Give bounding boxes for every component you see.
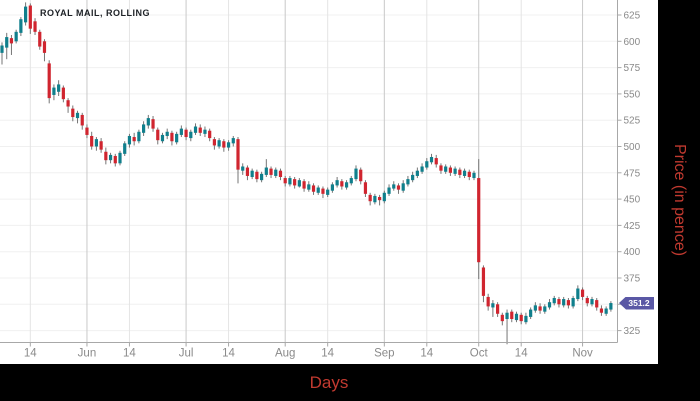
y-axis-title-strip: Price (in pence) — [658, 0, 700, 401]
svg-text:14: 14 — [321, 348, 334, 360]
svg-text:575: 575 — [624, 63, 641, 74]
chart-title: ROYAL MAIL, ROLLING — [40, 8, 151, 18]
gridlines — [0, 0, 618, 343]
x-axis-title: Days — [309, 372, 349, 392]
svg-text:550: 550 — [624, 89, 641, 100]
svg-text:600: 600 — [624, 37, 641, 48]
y-axis-title: Price (in pence) — [671, 144, 688, 257]
svg-text:14: 14 — [420, 348, 433, 360]
svg-text:14: 14 — [123, 348, 136, 360]
svg-text:375: 375 — [624, 274, 641, 285]
svg-text:450: 450 — [624, 195, 641, 206]
last-price-value: 351.2 — [628, 297, 650, 308]
svg-text:14: 14 — [222, 348, 235, 360]
candles — [0, 2, 613, 345]
svg-text:500: 500 — [624, 142, 641, 153]
chart-panel: 625 600 575 550 525 500 475 450 425 400 375 325 14 Ju… — [0, 0, 658, 364]
last-price-badge: 351.2 — [619, 296, 654, 310]
axis-tick-labels: 625 600 575 550 525 500 475 450 425 400 375 325 14 Ju… — [24, 11, 641, 360]
svg-text:475: 475 — [624, 168, 641, 179]
svg-text:Jul: Jul — [179, 348, 194, 360]
svg-text:Jun: Jun — [78, 348, 97, 360]
svg-text:Nov: Nov — [572, 348, 593, 360]
x-axis-title-strip: Days — [0, 364, 658, 401]
svg-text:14: 14 — [24, 348, 37, 360]
svg-text:14: 14 — [515, 348, 528, 360]
svg-text:Aug: Aug — [275, 348, 295, 360]
svg-text:525: 525 — [624, 116, 641, 127]
svg-text:Oct: Oct — [470, 348, 489, 360]
svg-text:Sep: Sep — [374, 348, 394, 360]
svg-text:425: 425 — [624, 221, 641, 232]
axes — [0, 0, 622, 347]
svg-text:625: 625 — [624, 11, 641, 22]
svg-text:325: 325 — [624, 326, 641, 337]
svg-text:400: 400 — [624, 247, 641, 258]
candlestick-chart[interactable]: 625 600 575 550 525 500 475 450 425 400 375 325 14 Ju… — [0, 0, 658, 364]
